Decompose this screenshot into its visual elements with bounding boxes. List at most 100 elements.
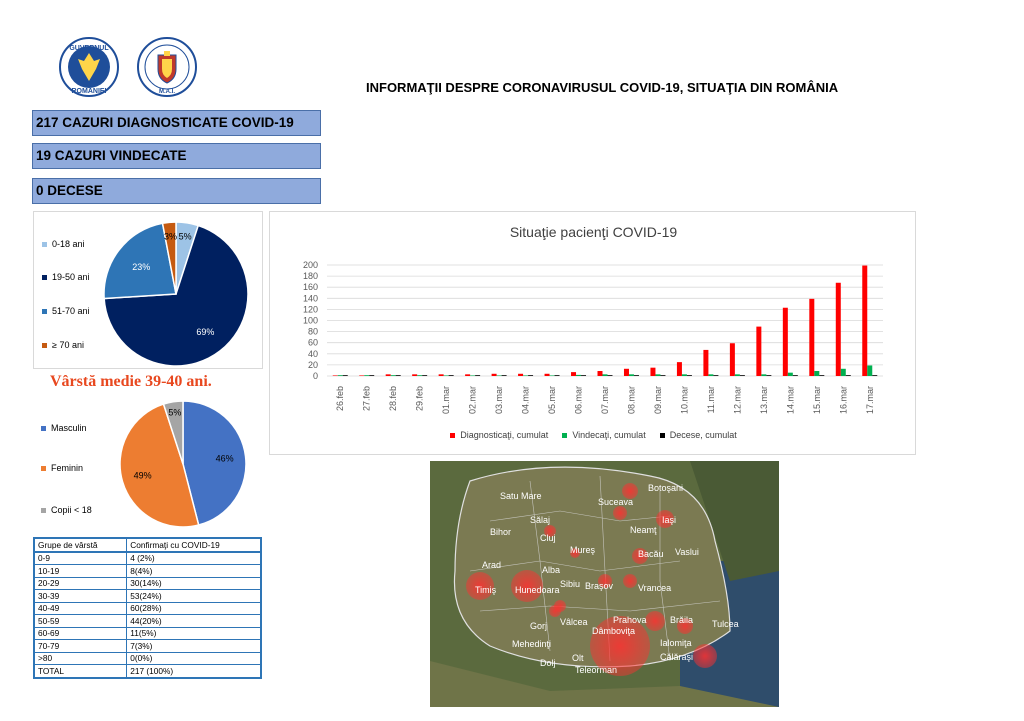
age-pie-label-2: 23% — [132, 262, 150, 272]
bar-2-20 — [872, 375, 878, 376]
table-row: TOTAL 217 (100%) — [33, 664, 262, 678]
table-header-age: Grupe de vârstă — [33, 537, 128, 553]
y-tick-label: 120 — [303, 304, 318, 314]
map-county-label: Timiş — [475, 585, 497, 595]
age-legend-item-2: 51-70 ani — [42, 306, 90, 316]
map-bubble — [544, 525, 556, 537]
bar-2-16 — [766, 375, 772, 376]
x-tick-label: 05.mar — [547, 386, 557, 414]
map-county-label: Călăraşi — [660, 652, 693, 662]
table-cell: 60(28%) — [126, 601, 262, 615]
map-county-label: Bacău — [638, 549, 664, 559]
x-tick-label: 10.mar — [679, 386, 689, 414]
bar-2-10 — [607, 375, 613, 376]
bar-0-1 — [359, 375, 365, 376]
map-county-label: Satu Mare — [500, 491, 542, 501]
table-cell: 4 (2%) — [126, 551, 262, 565]
map-county-label: Dâmboviţa — [592, 626, 635, 636]
x-tick-label: 03.mar — [494, 386, 504, 414]
recovered-cases-box: 19 CAZURI VINDECATE — [32, 143, 321, 169]
mai-logo: M.A.I. — [136, 37, 198, 97]
bar-2-2 — [395, 375, 401, 376]
table-row: 10-19 8(4%) — [33, 564, 262, 578]
table-row: 60-69 11(5%) — [33, 626, 262, 640]
x-tick-label: 28.feb — [388, 386, 398, 411]
guvernul-logo: GUVERNUL ROMÂNIEI — [58, 37, 120, 97]
table-cell: 40-49 — [33, 601, 128, 615]
gender-pie-slice-0 — [182, 400, 247, 526]
bar-0-12 — [650, 367, 656, 376]
map-county-label: Vrancea — [638, 583, 671, 593]
map-bubble — [632, 548, 648, 564]
table-row: 0-9 4 (2%) — [33, 551, 262, 565]
bar-1-7 — [523, 375, 529, 376]
bar-1-13 — [681, 374, 687, 376]
bar-1-14 — [708, 374, 714, 376]
age-legend-item-1: 19-50 ani — [42, 272, 90, 282]
x-tick-label: 17.mar — [865, 386, 875, 414]
table-cell: 70-79 — [33, 639, 128, 653]
map-bubble — [645, 611, 665, 631]
bar-0-13 — [676, 362, 682, 376]
table-row: 20-29 30(14%) — [33, 576, 262, 590]
bar-1-2 — [390, 375, 396, 376]
map-bubble — [623, 574, 637, 588]
age-pie-slice-3 — [161, 221, 177, 295]
bar-1-5 — [470, 375, 476, 376]
average-age-text: Vârstă medie 39-40 ani. — [50, 373, 212, 390]
table-cell: 30-39 — [33, 589, 128, 603]
bar-1-0 — [337, 375, 343, 376]
bar-0-19 — [835, 282, 841, 376]
map-county-label: Ialomiţa — [660, 638, 692, 648]
x-tick-label: 04.mar — [521, 386, 531, 414]
bar-legend-item-0: Diagnosticaţi, cumulat — [450, 430, 548, 440]
map-county-label: Dolj — [540, 658, 556, 668]
x-tick-label: 14.mar — [785, 386, 795, 414]
bar-0-9 — [571, 372, 577, 376]
table-row: 40-49 60(28%) — [33, 601, 262, 615]
bar-2-14 — [713, 375, 719, 376]
map-bubble — [622, 483, 638, 499]
gender-pie-label-2: 5% — [168, 408, 181, 418]
table-row: 70-79 7(3%) — [33, 639, 262, 653]
x-tick-label: 07.mar — [600, 386, 610, 414]
bar-2-1 — [369, 375, 375, 376]
y-tick-label: 180 — [303, 271, 318, 281]
x-tick-label: 29.feb — [415, 386, 425, 411]
diagnosed-cases-box: 217 CAZURI DIAGNOSTICATE COVID-19 — [32, 110, 321, 136]
bar-chart-title: Situaţie pacienţi COVID-19 — [509, 224, 678, 240]
bar-0-11 — [623, 368, 629, 376]
bar-1-11 — [628, 374, 634, 376]
bar-1-9 — [576, 374, 582, 376]
bar-chart-legend: Diagnosticaţi, cumulat Vindecaţi, cumula… — [270, 430, 917, 440]
table-cell: 8(4%) — [126, 564, 262, 578]
bar-1-1 — [364, 375, 370, 376]
bar-2-6 — [501, 375, 507, 376]
table-cell: 60-69 — [33, 626, 128, 640]
bar-2-18 — [819, 375, 825, 376]
table-cell: 50-59 — [33, 614, 128, 628]
x-tick-label: 16.mar — [838, 386, 848, 414]
bar-0-0 — [332, 375, 338, 376]
y-tick-label: 0 — [313, 371, 318, 381]
table-row: 50-59 44(20%) — [33, 614, 262, 628]
bar-2-13 — [686, 375, 692, 376]
age-legend-item-3: ≥ 70 ani — [42, 340, 84, 350]
table-cell: 30(14%) — [126, 576, 262, 590]
table-cell: 7(3%) — [126, 639, 262, 653]
map-bubble — [677, 618, 693, 634]
map-county-label: Neamţ — [630, 525, 657, 535]
age-pie-chart: 5% 69% 23% 3% — [103, 221, 249, 367]
y-tick-label: 140 — [303, 293, 318, 303]
map-bubble — [590, 616, 650, 676]
bar-2-7 — [528, 375, 534, 376]
bar-1-10 — [602, 374, 608, 376]
bar-2-3 — [422, 375, 428, 376]
map-county-label: Botoşani — [648, 483, 683, 493]
map-county-label: Sibiu — [560, 579, 580, 589]
bar-0-2 — [385, 374, 391, 376]
map-county-label: Braşov — [585, 581, 614, 591]
x-tick-label: 13.mar — [759, 386, 769, 414]
bar-1-3 — [417, 375, 423, 376]
x-tick-label: 09.mar — [653, 386, 663, 414]
